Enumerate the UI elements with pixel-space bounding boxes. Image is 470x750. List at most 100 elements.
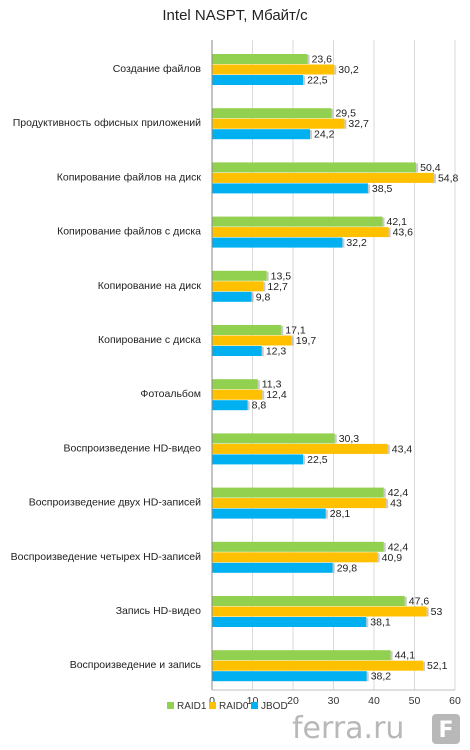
bar-raid1 xyxy=(212,541,384,552)
data-label-jbod: 12,3 xyxy=(266,346,287,358)
bar-shadow xyxy=(281,326,284,335)
x-tick-label: 60 xyxy=(449,695,461,707)
category-label: Воспроизведение четырех HD-записей xyxy=(11,551,201,563)
bar-shadow xyxy=(387,444,390,454)
x-tick-label: 20 xyxy=(287,695,299,707)
data-label-raid0: 40,9 xyxy=(382,552,403,564)
data-label-raid1: 44,1 xyxy=(395,650,416,662)
data-label-raid1: 11,3 xyxy=(262,379,282,391)
bar-raid0 xyxy=(212,389,263,400)
bar-shadow xyxy=(291,336,294,346)
bar-jbod xyxy=(212,129,311,140)
bar-raid0 xyxy=(212,552,378,563)
bar-jbod xyxy=(212,617,367,627)
bar-jbod xyxy=(212,562,333,573)
watermark-logo: F xyxy=(432,714,460,744)
data-label-raid1: 17,1 xyxy=(285,325,306,337)
bar-shadow xyxy=(325,509,328,519)
data-label-jbod: 29,8 xyxy=(337,562,358,574)
bar-shadow xyxy=(344,119,347,129)
legend-swatch-raid0 xyxy=(209,702,216,709)
bar-raid0 xyxy=(212,606,427,617)
data-label-raid1: 47,6 xyxy=(409,596,430,608)
bar-shadow xyxy=(433,173,436,183)
data-label-raid0: 43 xyxy=(390,498,402,510)
x-tick-label: 40 xyxy=(368,695,380,707)
category-label: Продуктивность офисных приложений xyxy=(13,117,201,129)
data-label-jbod: 24,2 xyxy=(314,129,335,141)
bar-shadow xyxy=(388,228,391,238)
data-label-raid1: 42,4 xyxy=(388,541,409,553)
bar-raid1 xyxy=(212,216,383,227)
category-label: Копирование файлов на диск xyxy=(57,171,202,183)
data-label-raid0: 30,2 xyxy=(338,64,359,76)
bar-raid0 xyxy=(212,118,345,129)
bar-shadow xyxy=(367,184,370,194)
bar-shadow xyxy=(262,390,265,400)
bar-shadow xyxy=(257,380,260,390)
category-label: Воспроизведение HD-видео xyxy=(63,442,201,454)
data-label-jbod: 9,8 xyxy=(256,291,271,303)
data-label-raid1: 30,3 xyxy=(339,433,360,445)
bar-shadow xyxy=(416,163,419,173)
bar-jbod xyxy=(212,508,326,519)
x-tick-label: 0 xyxy=(209,695,215,707)
x-tick-label: 50 xyxy=(409,695,421,707)
bar-shadow xyxy=(334,65,337,75)
bar-shadow xyxy=(342,238,345,248)
data-label-raid0: 12,4 xyxy=(266,389,287,401)
data-label-jbod: 38,2 xyxy=(371,671,392,683)
bar-shadow xyxy=(404,597,407,606)
bar-raid1 xyxy=(212,108,332,119)
watermark-text: ferra.ru xyxy=(292,711,404,746)
bar-raid0 xyxy=(212,227,389,238)
category-label: Фотоальбом xyxy=(140,388,201,400)
category-label: Создание файлов xyxy=(113,63,202,75)
bars-group: Создание файлов 23,6 30,2 22,5 Продуктивност… xyxy=(11,54,459,683)
bar-raid0 xyxy=(212,64,335,75)
bar-jbod xyxy=(212,346,262,356)
data-label-jbod: 38,5 xyxy=(372,183,393,195)
bar-raid0 xyxy=(212,172,434,183)
data-label-raid1: 42,4 xyxy=(388,487,409,499)
bar-shadow xyxy=(263,282,266,292)
data-label-raid0: 19,7 xyxy=(296,335,317,347)
bar-raid1 xyxy=(212,650,391,661)
bar-shadow xyxy=(334,434,337,444)
legend: RAID1 RAID0 JBOD xyxy=(167,701,288,712)
data-label-raid0: 43,6 xyxy=(393,227,414,239)
x-axis: 0 10 20 30 40 50 60 xyxy=(209,40,461,707)
data-label-raid1: 23,6 xyxy=(312,54,333,66)
bar-shadow xyxy=(423,661,426,671)
watermark-logo-letter: F xyxy=(438,718,453,743)
bar-jbod xyxy=(212,454,304,465)
bar-shadow xyxy=(383,542,386,552)
bar-shadow xyxy=(266,271,269,281)
data-label-jbod: 28,1 xyxy=(330,508,351,520)
bar-shadow xyxy=(366,618,369,627)
bar-raid1 xyxy=(212,596,405,606)
x-tick-label: 30 xyxy=(328,695,340,707)
bar-raid1 xyxy=(212,487,384,498)
data-label-raid0: 43,4 xyxy=(392,443,413,455)
bar-raid0 xyxy=(212,443,388,454)
bar-raid0 xyxy=(212,660,424,671)
bar-raid1 xyxy=(212,162,417,173)
bar-jbod xyxy=(212,237,343,248)
legend-label-jbod: JBOD xyxy=(261,701,288,712)
bar-raid1 xyxy=(212,325,282,335)
bar-raid0 xyxy=(212,498,387,509)
data-label-raid1: 29,5 xyxy=(335,108,356,120)
data-label-raid0: 52,1 xyxy=(427,660,448,672)
category-label: Воспроизведение и запись xyxy=(70,659,202,671)
data-label-raid1: 50,4 xyxy=(420,162,441,174)
bar-shadow xyxy=(366,672,369,682)
legend-swatch-jbod xyxy=(251,702,258,709)
bar-shadow xyxy=(303,76,306,85)
bar-raid1 xyxy=(212,270,267,281)
bar-shadow xyxy=(307,55,310,64)
bar-shadow xyxy=(332,563,335,573)
bar-shadow xyxy=(331,109,334,119)
bar-shadow xyxy=(382,217,385,227)
